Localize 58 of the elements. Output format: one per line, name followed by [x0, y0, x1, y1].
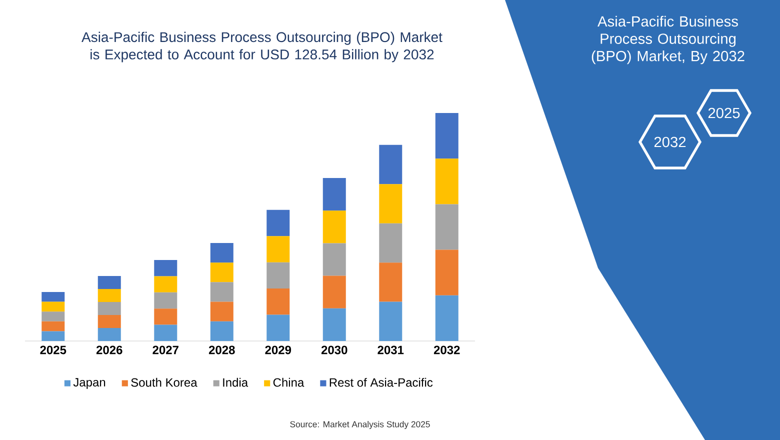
x-tick-label: 2029: [265, 346, 292, 354]
bar: [98, 302, 121, 316]
bar: [210, 262, 234, 282]
x-tick-label: 2027: [152, 346, 178, 354]
bar: [435, 250, 458, 296]
legend-label: South Korea: [131, 378, 198, 387]
bar: [98, 315, 121, 328]
bar: [42, 321, 65, 332]
text: 2025: [708, 108, 740, 118]
text: 2032: [654, 136, 686, 148]
source-note: Source: Market Analysis Study 2025: [290, 420, 430, 430]
bar: [42, 331, 65, 341]
bar: [266, 210, 290, 236]
bar: [379, 223, 402, 263]
bar: [154, 292, 178, 309]
bar: [266, 236, 290, 262]
bar: [42, 312, 65, 322]
x-tick-label: 2031: [378, 346, 404, 354]
legend-label: Japan: [73, 378, 106, 389]
bar: [98, 276, 121, 290]
bar: [154, 324, 178, 341]
bar: [266, 314, 290, 341]
bar: [98, 289, 121, 302]
x-tick-label: 2032: [434, 346, 460, 354]
bar: [435, 112, 458, 159]
bar: [42, 302, 65, 312]
x-tick-label: 2028: [208, 346, 235, 354]
bar: [154, 308, 178, 325]
bar: [210, 242, 234, 263]
bar: [379, 262, 402, 302]
bar: [435, 204, 458, 250]
bar: [154, 276, 178, 292]
bar: [435, 295, 458, 341]
legend-label: China: [273, 378, 304, 387]
bar: [322, 178, 346, 211]
bar: [322, 243, 346, 276]
bar: [322, 210, 346, 244]
bar: [42, 292, 65, 302]
bar: [379, 302, 402, 341]
chart-title: Asia-Pacific Business Process Outsourcing (BPO) Market is Expected to Account for USD 128.54 Billion by 2032: [82, 32, 442, 62]
bar: [379, 184, 402, 224]
x-tick-label: 2026: [96, 346, 122, 354]
legend-label: India: [223, 378, 248, 387]
x-tick-label: 2025: [40, 346, 66, 354]
bar: [98, 328, 121, 341]
text: Asia-Pacific Business Process Outsourcing (BPO) Market, By 2032: [592, 16, 744, 64]
bar: [210, 302, 234, 322]
legend-label: Rest of Asia-Pacific: [330, 378, 433, 387]
bar: [154, 260, 178, 276]
bar: [435, 158, 458, 204]
bar: [322, 308, 346, 341]
bar: [210, 321, 234, 341]
bar: [379, 144, 402, 184]
bar: [210, 282, 234, 302]
bar: [266, 262, 290, 289]
bar: [266, 288, 290, 315]
x-tick-label: 2030: [321, 346, 348, 354]
bar: [322, 276, 346, 308]
